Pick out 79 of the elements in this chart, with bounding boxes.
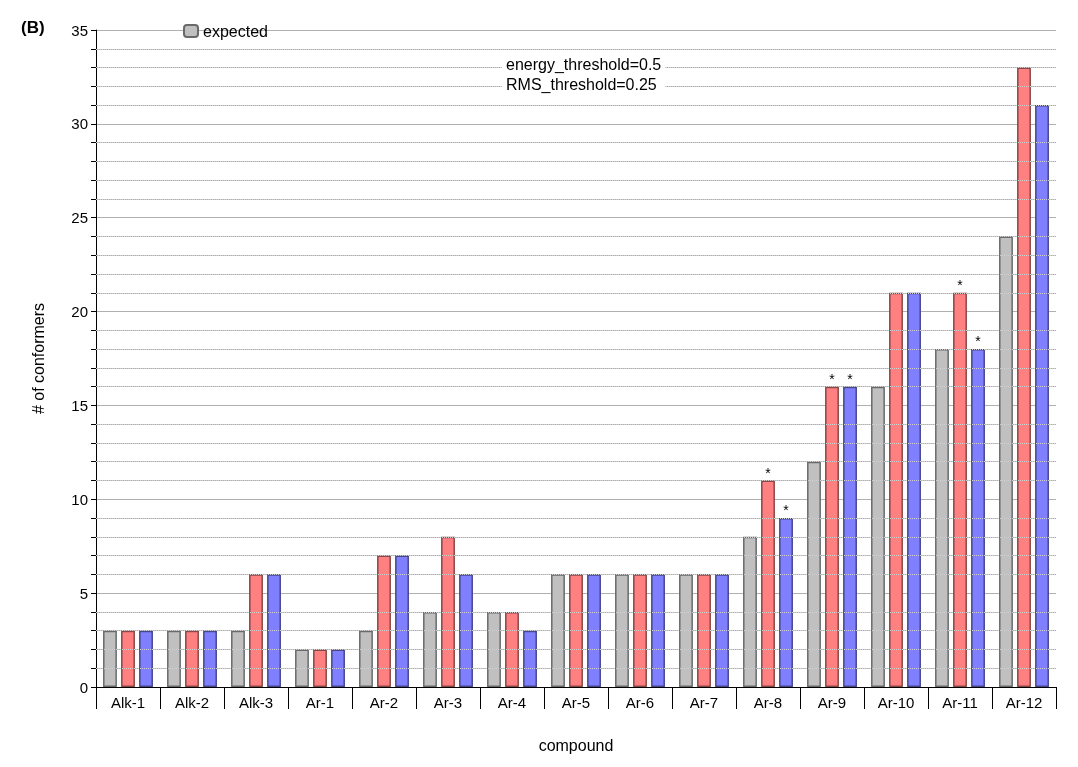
- bar: [295, 649, 309, 687]
- bar: [487, 611, 501, 687]
- y-tick-label: 30: [71, 115, 88, 133]
- x-tick-label: Ar-2: [369, 694, 399, 711]
- bar: [505, 611, 519, 687]
- bar: [267, 574, 281, 687]
- bar: [761, 480, 775, 687]
- y-tick-label: 10: [71, 490, 88, 508]
- data-label: *: [829, 370, 836, 387]
- bar: [121, 630, 135, 687]
- bar: [523, 630, 537, 687]
- bar: [249, 574, 263, 687]
- legend-label: expected: [203, 22, 268, 40]
- bar: [395, 555, 409, 687]
- data-label: *: [783, 502, 790, 519]
- bar: [971, 349, 985, 687]
- bar: [953, 292, 967, 687]
- bar: [185, 630, 199, 687]
- x-axis-title: compound: [538, 736, 614, 754]
- bar: [697, 574, 711, 687]
- bar: [889, 292, 903, 687]
- x-tick-label: Ar-3: [433, 694, 463, 711]
- y-tick-label: 5: [79, 584, 88, 602]
- bar: [615, 574, 629, 687]
- bar: [1017, 67, 1031, 687]
- x-tick-label: Alk-2: [174, 694, 210, 711]
- chart-title: (B): [21, 18, 45, 37]
- bar: [231, 630, 245, 687]
- data-label: *: [847, 370, 854, 387]
- data-label: *: [975, 333, 982, 350]
- bar: [871, 386, 885, 687]
- bar: [203, 630, 217, 687]
- bar: [167, 630, 181, 687]
- bar: [459, 574, 473, 687]
- y-tick-label: 20: [71, 303, 88, 321]
- bar: [743, 536, 757, 687]
- bar: [423, 611, 437, 687]
- x-tick-label: Ar-4: [497, 694, 527, 711]
- x-tick-label: Ar-11: [942, 694, 978, 711]
- bar: [377, 555, 391, 687]
- x-tick-label: Ar-12: [1005, 694, 1043, 711]
- y-tick-label: 35: [71, 21, 88, 39]
- bar: [715, 574, 729, 687]
- x-tick-label: Ar-7: [689, 694, 719, 711]
- annotation: energy_threshold=0.5 RMS_threshold=0.25: [506, 55, 662, 94]
- bar: [313, 649, 327, 687]
- bar: [651, 574, 665, 687]
- bar: [807, 461, 821, 687]
- bar: [1035, 105, 1049, 687]
- bar: [551, 574, 565, 687]
- bar: [139, 630, 153, 687]
- x-tick-label: Alk-3: [238, 694, 274, 711]
- x-tick-label: Alk-1: [110, 694, 146, 711]
- bar: [779, 518, 793, 687]
- y-tick-label: 0: [79, 678, 88, 696]
- y-tick-label: 15: [71, 396, 88, 414]
- bar: [843, 386, 857, 687]
- y-axis-title: # of conformers: [29, 302, 47, 415]
- y-tick-label: 25: [71, 209, 88, 227]
- x-tick-label: Ar-5: [561, 694, 591, 711]
- x-tick-label: Ar-8: [753, 694, 783, 711]
- x-tick-label: Ar-10: [877, 694, 915, 711]
- bar: [569, 574, 583, 687]
- bar: [441, 536, 455, 687]
- x-tick-label: Ar-9: [817, 694, 847, 711]
- x-tick-label: Ar-1: [305, 694, 335, 711]
- bar: [679, 574, 693, 687]
- data-label: *: [957, 276, 964, 293]
- bar: [633, 574, 647, 687]
- bar: [999, 236, 1013, 687]
- bar: [935, 349, 949, 687]
- bar: [907, 292, 921, 687]
- bar: [331, 649, 345, 687]
- x-tick-label: Ar-6: [625, 694, 655, 711]
- bar: [359, 630, 373, 687]
- bar: [587, 574, 601, 687]
- data-label: *: [765, 464, 772, 481]
- bar: [825, 386, 839, 687]
- bar: [103, 630, 117, 687]
